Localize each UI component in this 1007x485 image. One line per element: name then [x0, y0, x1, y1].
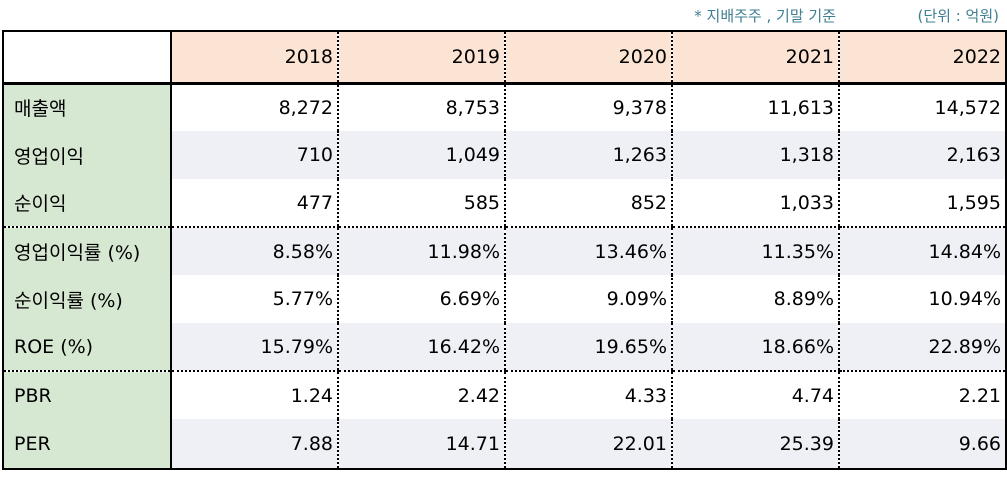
- table-row-operating-margin: 영업이익률 (%) 8.58% 11.98% 13.46% 11.35% 14.…: [2, 227, 1007, 275]
- table-row-pbr: PBR 1.24 2.42 4.33 4.74 2.21: [2, 371, 1007, 419]
- value-cell: 14,572: [838, 83, 1007, 131]
- value-cell: 11.35%: [671, 227, 839, 275]
- value-cell: 2.42: [337, 371, 505, 419]
- year-header-2019: 2019: [337, 30, 505, 85]
- value-cell: 2,163: [838, 131, 1007, 179]
- year-header-2022: 2022: [838, 30, 1007, 85]
- value-cell: 25.39: [671, 419, 839, 470]
- value-cell: 585: [337, 179, 505, 228]
- year-header-2018: 2018: [170, 30, 338, 85]
- basis-note: * 지배주주 , 기말 기준: [694, 7, 836, 25]
- value-cell: 1.24: [170, 371, 338, 419]
- value-cell: 477: [170, 179, 338, 228]
- value-cell: 15.79%: [170, 323, 338, 372]
- value-cell: 852: [504, 179, 672, 228]
- row-label: ROE (%): [2, 323, 171, 372]
- row-label: 영업이익: [2, 131, 171, 179]
- year-header-2020: 2020: [504, 30, 672, 85]
- unit-note: (단위 : 억원): [917, 7, 1000, 25]
- value-cell: 13.46%: [504, 227, 672, 275]
- value-cell: 4.74: [671, 371, 839, 419]
- row-label: 매출액: [2, 83, 171, 131]
- row-label: 순이익률 (%): [2, 275, 171, 323]
- table-row-per: PER 7.88 14.71 22.01 25.39 9.66: [2, 419, 1007, 470]
- table-row-roe: ROE (%) 15.79% 16.42% 19.65% 18.66% 22.8…: [2, 323, 1007, 372]
- value-cell: 1,033: [671, 179, 839, 228]
- value-cell: 22.01: [504, 419, 672, 470]
- value-cell: 16.42%: [337, 323, 505, 372]
- value-cell: 4.33: [504, 371, 672, 419]
- value-cell: 11.98%: [337, 227, 505, 275]
- row-label: PBR: [2, 371, 171, 419]
- table-row-net-margin: 순이익률 (%) 5.77% 6.69% 9.09% 8.89% 10.94%: [2, 275, 1007, 323]
- table-row-net-income: 순이익 477 585 852 1,033 1,595: [2, 179, 1007, 228]
- financial-summary-table: 2018 2019 2020 2021 2022 매출액 8,272 8,753…: [2, 30, 1007, 470]
- value-cell: 14.84%: [838, 227, 1007, 275]
- value-cell: 18.66%: [671, 323, 839, 372]
- value-cell: 19.65%: [504, 323, 672, 372]
- value-cell: 7.88: [170, 419, 338, 470]
- value-cell: 6.69%: [337, 275, 505, 323]
- table-notes: * 지배주주 , 기말 기준 (단위 : 억원): [0, 0, 1007, 30]
- row-label: 순이익: [2, 179, 171, 228]
- value-cell: 11,613: [671, 83, 839, 131]
- table-row-revenue: 매출액 8,272 8,753 9,378 11,613 14,572: [2, 83, 1007, 131]
- header-corner-cell: [2, 30, 171, 85]
- value-cell: 8,753: [337, 83, 505, 131]
- value-cell: 2.21: [838, 371, 1007, 419]
- value-cell: 710: [170, 131, 338, 179]
- row-label: PER: [2, 419, 171, 470]
- year-header-2021: 2021: [671, 30, 839, 85]
- value-cell: 1,049: [337, 131, 505, 179]
- value-cell: 9,378: [504, 83, 672, 131]
- value-cell: 1,263: [504, 131, 672, 179]
- value-cell: 8,272: [170, 83, 338, 131]
- value-cell: 10.94%: [838, 275, 1007, 323]
- table-row-operating-profit: 영업이익 710 1,049 1,263 1,318 2,163: [2, 131, 1007, 179]
- header-row: 2018 2019 2020 2021 2022: [2, 30, 1007, 85]
- row-label: 영업이익률 (%): [2, 227, 171, 275]
- value-cell: 1,595: [838, 179, 1007, 228]
- value-cell: 1,318: [671, 131, 839, 179]
- value-cell: 9.09%: [504, 275, 672, 323]
- value-cell: 5.77%: [170, 275, 338, 323]
- value-cell: 8.89%: [671, 275, 839, 323]
- value-cell: 22.89%: [838, 323, 1007, 372]
- value-cell: 8.58%: [170, 227, 338, 275]
- value-cell: 9.66: [838, 419, 1007, 470]
- value-cell: 14.71: [337, 419, 505, 470]
